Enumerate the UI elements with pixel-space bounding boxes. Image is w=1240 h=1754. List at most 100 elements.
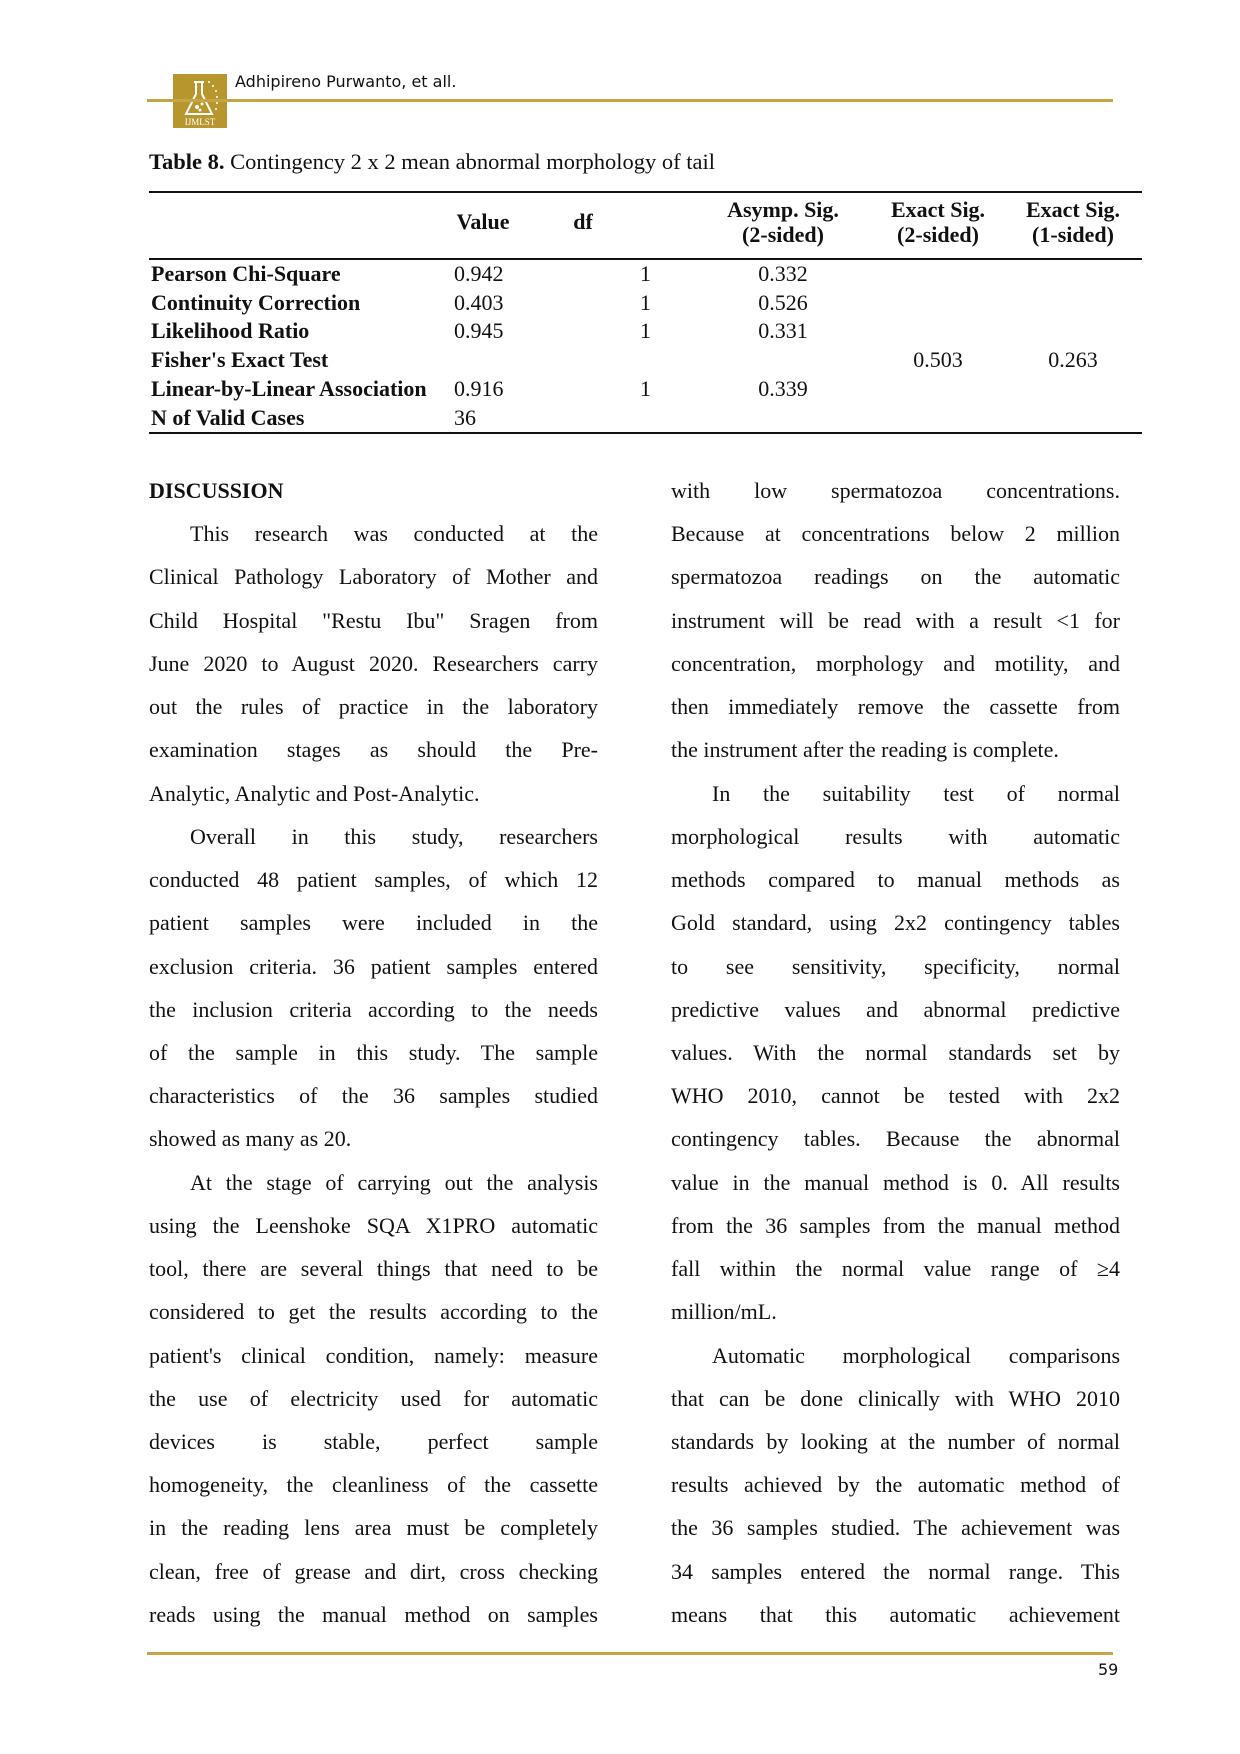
table-cell: 1 [640, 375, 651, 401]
text-line: out the rules of practice in the laborat… [149, 694, 598, 720]
table-cell: 0.916 [454, 375, 504, 401]
column-header: df [503, 209, 663, 234]
text-line: At the stage of carrying out the analysi… [190, 1169, 598, 1195]
text-line: predictive values and abnormal predictiv… [671, 996, 1120, 1022]
text-line: tool, there are several things that need… [149, 1256, 598, 1282]
column-header: Asymp. Sig. (2-sided) [703, 197, 863, 247]
text-line: examination stages as should the Pre- [149, 737, 598, 763]
text-line: This research was conducted at the [190, 521, 598, 547]
text-line: the instrument after the reading is comp… [671, 737, 1059, 763]
row-label: Pearson Chi-Square [151, 261, 341, 286]
text-line: methods compared to manual methods as [671, 867, 1120, 893]
text-line: the 36 samples studied. The achievement … [671, 1515, 1120, 1541]
table-cell: 1 [640, 318, 651, 344]
text-line: values. With the normal standards set by [671, 1039, 1120, 1065]
text-line: Clinical Pathology Laboratory of Mother … [149, 564, 598, 590]
text-line: with low spermatozoa concentrations. [671, 478, 1120, 503]
text-line: instrument will be read with a result <1… [671, 607, 1120, 633]
table-cell: 0.526 [758, 289, 808, 315]
table-cell: 0.331 [758, 318, 808, 344]
table-cell: 0.332 [758, 261, 808, 286]
table-bottom-rule [149, 432, 1142, 434]
text-line: Because at concentrations below 2 millio… [671, 521, 1120, 547]
table-cell: 0.503 [913, 347, 963, 373]
text-line: conducted 48 patient samples, of which 1… [149, 867, 598, 893]
text-line: from the 36 samples from the manual meth… [671, 1212, 1120, 1238]
column-header-line: (2-sided) [742, 222, 824, 247]
text-line: patient samples were included in the [149, 910, 598, 936]
text-line: WHO 2010, cannot be tested with 2x2 [671, 1083, 1120, 1109]
column-header-line: (1-sided) [1032, 222, 1114, 247]
text-line: spermatozoa readings on the automatic [671, 564, 1120, 590]
column-header-line: Exact Sig. [1025, 197, 1121, 222]
footer-rule [147, 1652, 1113, 1655]
text-line: to see sensitivity, specificity, normal [671, 953, 1120, 979]
text-line: means that this automatic achievement [671, 1601, 1120, 1627]
table-cell: 0.403 [454, 289, 504, 315]
text-line: June 2020 to August 2020. Researchers ca… [149, 650, 598, 676]
table-cell: 1 [640, 261, 651, 286]
table-caption: Table 8. Contingency 2 x 2 mean abnormal… [149, 149, 715, 175]
text-line: patient's clinical condition, namely: me… [149, 1342, 598, 1368]
row-label: Continuity Correction [151, 289, 361, 315]
text-line: 34 samples entered the normal range. Thi… [671, 1558, 1120, 1584]
text-line: reads using the manual method on samples [149, 1601, 598, 1627]
table-cell: 1 [640, 289, 651, 315]
text-line: showed as many as 20. [149, 1126, 352, 1152]
text-line: Automatic morphological comparisons [712, 1342, 1120, 1368]
text-line: standards by looking at the number of no… [671, 1429, 1120, 1454]
text-line: million/mL. [671, 1299, 777, 1325]
text-line: Child Hospital "Restu Ibu" Sragen from [149, 607, 598, 633]
text-line: value in the manual method is 0. All res… [671, 1169, 1120, 1195]
text-line: results achieved by the automatic method… [671, 1472, 1120, 1498]
text-line: the inclusion criteria according to the … [149, 996, 598, 1022]
text-line: Analytic, Analytic and Post-Analytic. [149, 780, 480, 806]
text-line: of the sample in this study. The sample [149, 1039, 598, 1065]
row-label: N of Valid Cases [151, 404, 305, 430]
text-line: exclusion criteria. 36 patient samples e… [149, 953, 598, 979]
header-rule [147, 99, 1113, 102]
page-number: 59 [1098, 1660, 1119, 1679]
text-line: that can be done clinically with WHO 201… [671, 1385, 1120, 1411]
text-line: the use of electricity used for automati… [149, 1385, 598, 1411]
column-header-line: Exact Sig. [890, 197, 986, 222]
table-cell: 0.942 [454, 261, 504, 286]
table-caption-text: Contingency 2 x 2 mean abnormal morpholo… [230, 149, 715, 174]
text-line: clean, free of grease and dirt, cross ch… [149, 1558, 598, 1584]
text-line: devices is stable, perfect sample [149, 1429, 598, 1454]
row-label: Likelihood Ratio [151, 318, 310, 344]
text-line: using the Leenshoke SQA X1PRO automatic [149, 1212, 598, 1238]
text-line: In the suitability test of normal [712, 780, 1120, 806]
column-header-line: Value [456, 209, 510, 234]
text-line: then immediately remove the cassette fro… [671, 694, 1120, 720]
text-line: characteristics of the 36 samples studie… [149, 1083, 598, 1109]
column-header-line: (2-sided) [897, 222, 979, 247]
table-cell: 0.945 [454, 318, 504, 344]
column-header-line: df [573, 209, 593, 234]
column-header: Exact Sig. (2-sided) [858, 197, 1018, 247]
text-line: considered to get the results according … [149, 1299, 598, 1325]
text-line: morphological results with automatic [671, 823, 1120, 849]
text-line: concentration, morphology and motility, … [671, 650, 1120, 676]
column-header: Value [403, 209, 563, 234]
table-cell: 0.339 [758, 375, 808, 401]
text-line: in the reading lens area must be complet… [149, 1515, 598, 1541]
table-cell: 36 [454, 404, 476, 430]
table-cell: 0.263 [1048, 347, 1098, 373]
text-line: homogeneity, the cleanliness of the cass… [149, 1472, 598, 1498]
column-header-line: Asymp. Sig. [727, 197, 839, 222]
row-label: Linear-by-Linear Association [151, 375, 427, 401]
text-line: contingency tables. Because the abnormal [671, 1126, 1120, 1152]
running-head: Adhipireno Purwanto, et all. [235, 72, 457, 91]
text-line: fall within the normal value range of ≥4 [671, 1256, 1120, 1282]
logo-text: IJMLST [185, 117, 216, 127]
text-line: Gold standard, using 2x2 contingency tab… [671, 910, 1120, 936]
table-top-rule [149, 191, 1142, 193]
column-header: Exact Sig. (1-sided) [993, 197, 1153, 247]
flask-icon: IJMLST [184, 81, 218, 127]
section-heading: DISCUSSION [149, 478, 284, 503]
table-header-rule [149, 258, 1142, 260]
row-label: Fisher's Exact Test [151, 347, 329, 373]
table-caption-label: Table 8. [149, 149, 225, 174]
text-line: Overall in this study, researchers [190, 823, 598, 849]
